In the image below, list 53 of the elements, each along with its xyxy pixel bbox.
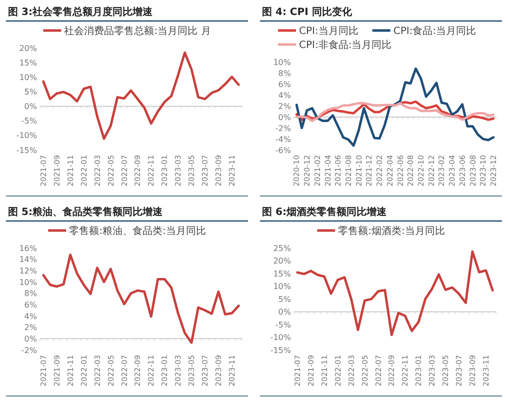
y-tick-label: 0% <box>24 102 38 112</box>
line-series <box>42 51 240 140</box>
y-tick-label: -2% <box>21 346 38 355</box>
y-tick-label: 10% <box>273 58 292 67</box>
y-tick-label: -5% <box>275 320 292 330</box>
y-tick-label: -10% <box>270 333 292 342</box>
y-tick-label: 0% <box>24 334 38 344</box>
legend-label: CPI:食品:当月同比 <box>393 25 476 37</box>
y-tick-label: 5% <box>24 88 38 97</box>
legend-label: 零售额:粮油、食品类:当月同比 <box>69 225 206 237</box>
chart-title: 图 3:社会零售总额月度同比增速 <box>8 6 154 18</box>
y-tick-label: 2% <box>24 323 38 332</box>
legend-label: CPI:当月同比 <box>299 25 358 37</box>
y-tick-label: -4% <box>275 134 292 144</box>
y-tick-label: 0% <box>278 112 292 122</box>
y-tick-label: 12% <box>19 266 38 276</box>
y-tick-label: -10% <box>16 131 38 140</box>
y-tick-label: 15% <box>273 269 292 278</box>
y-tick-label: -6% <box>275 146 292 155</box>
y-tick-label: 8% <box>24 289 38 298</box>
y-tick-label: 20% <box>19 44 38 53</box>
y-tick-label: -5% <box>21 116 38 126</box>
legend: 零售额:烟酒类:当月同比 <box>317 226 445 237</box>
legend-label: 社会消费品零售总额:当月同比 月 <box>64 25 211 37</box>
y-tick-label: 6% <box>24 300 38 310</box>
legend: 社会消费品零售总额:当月同比 月 <box>43 26 211 37</box>
y-tick-label: 10% <box>19 72 38 82</box>
chart-title: 图 4: CPI 同比变化 <box>262 6 353 18</box>
y-tick-label: -15% <box>270 346 292 355</box>
line-series <box>296 250 494 336</box>
y-tick-label: 5% <box>278 294 292 304</box>
y-tick-label: 25% <box>273 244 292 253</box>
y-tick-label: 10% <box>19 278 38 287</box>
y-tick-label: 8% <box>278 68 292 78</box>
y-tick-label: 2% <box>278 102 292 111</box>
y-tick-label: 6% <box>278 80 292 89</box>
y-tick-label: 4% <box>24 312 38 321</box>
y-tick-label: 16% <box>19 244 38 253</box>
chart-title: 图 6:烟酒类零售额同比增速 <box>262 206 388 218</box>
legend: 零售额:粮油、食品类:当月同比 <box>48 226 206 237</box>
line-series <box>295 67 495 147</box>
y-tick-label: -15% <box>16 146 38 155</box>
chart-title: 图 5:粮油、食品类零售额同比增速 <box>8 206 164 218</box>
y-tick-label: -2% <box>275 124 292 133</box>
y-tick-label: 20% <box>273 256 292 266</box>
legend-label: 零售额:烟酒类:当月同比 <box>338 225 445 237</box>
y-tick-label: 15% <box>19 58 38 68</box>
y-tick-label: 14% <box>19 255 38 264</box>
y-tick-label: 4% <box>278 90 292 100</box>
line-series <box>42 254 240 344</box>
y-tick-label: 0% <box>278 308 292 317</box>
legend-label: CPI:非食品:当月同比 <box>299 39 392 51</box>
y-tick-label: 10% <box>273 282 292 292</box>
